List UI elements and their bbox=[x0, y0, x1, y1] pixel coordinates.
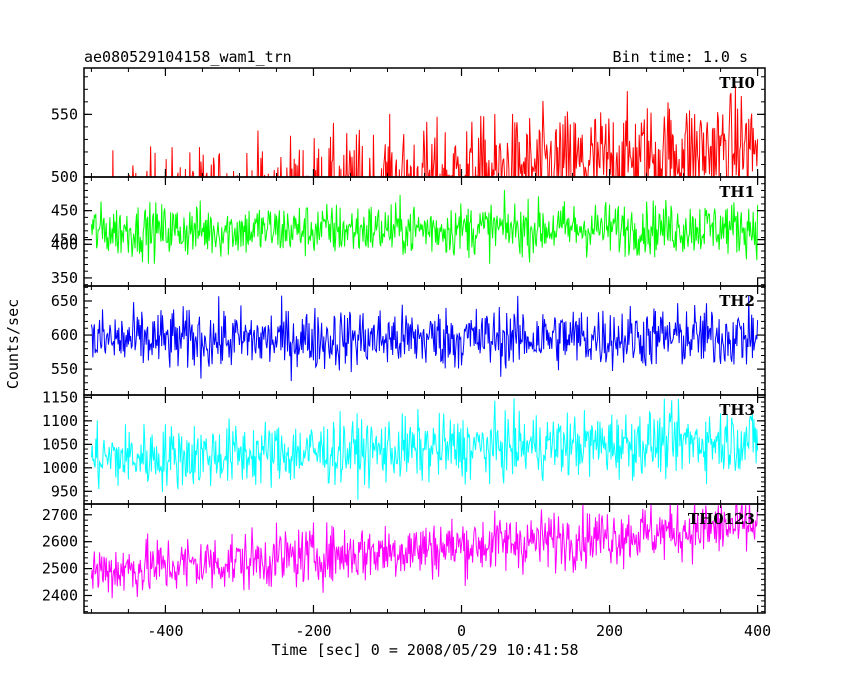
panel-label-th2: TH2 bbox=[719, 292, 755, 310]
y-tick-label: 950 bbox=[51, 482, 78, 500]
y-tick-label: 2600 bbox=[42, 533, 78, 551]
panel-label-th0123: TH0123 bbox=[688, 510, 755, 528]
panel-th0123: 2400 2500 2600 2700 TH0123 bbox=[42, 503, 766, 614]
y-tick-label: 1150 bbox=[42, 388, 78, 406]
panel-label-th3: TH3 bbox=[719, 401, 755, 419]
x-axis-ticks: -400 -200 0 200 400 bbox=[147, 622, 771, 640]
y-tick-label: 550 bbox=[51, 105, 78, 123]
series-line-th1 bbox=[90, 189, 759, 264]
y-tick-label: 2500 bbox=[42, 560, 78, 578]
x-tick-label: 400 bbox=[744, 622, 771, 640]
panel-label-th1: TH1 bbox=[719, 183, 755, 201]
x-tick-label: 0 bbox=[457, 622, 466, 640]
y-tick-label: 450 bbox=[51, 202, 78, 220]
panel-label-th0: TH0 bbox=[719, 74, 755, 92]
y-axis-label: Counts/sec bbox=[4, 299, 22, 389]
y-tick-label: 1000 bbox=[42, 459, 78, 477]
y-tick-label: 1100 bbox=[42, 412, 78, 430]
y-tick-label: 550 bbox=[51, 360, 78, 378]
x-axis-label: Time [sec] 0 = 2008/05/29 10:41:58 bbox=[271, 641, 578, 659]
series-line-th0 bbox=[112, 85, 759, 177]
y-tick-label: 650 bbox=[51, 292, 78, 310]
y-tick-label: 2700 bbox=[42, 506, 78, 524]
chart-title-right: Bin time: 1.0 s bbox=[613, 48, 748, 66]
x-tick-label: 200 bbox=[596, 622, 623, 640]
y-tick-label: 400 bbox=[51, 235, 78, 253]
panel-th2: 550 600 650 TH2 bbox=[51, 285, 766, 396]
x-tick-label: -200 bbox=[295, 622, 331, 640]
y-tick-label: 2400 bbox=[42, 587, 78, 605]
series-line-th2 bbox=[90, 295, 759, 382]
y-tick-label: 450 bbox=[51, 231, 78, 249]
y-tick-label: 600 bbox=[51, 326, 78, 344]
panel-th0: 450 500 550 TH0 bbox=[51, 67, 766, 249]
chart-title-left: ae080529104158_wam1_trn bbox=[84, 48, 292, 66]
y-tick-label: 500 bbox=[51, 168, 78, 186]
series-line-th3 bbox=[90, 398, 759, 500]
panel-th3: 950 1000 1050 1100 1150 TH3 bbox=[42, 388, 766, 505]
y-tick-label: 1050 bbox=[42, 435, 78, 453]
y-tick-label: 350 bbox=[51, 269, 78, 287]
series-line-th0123 bbox=[90, 504, 759, 599]
x-tick-label: -400 bbox=[147, 622, 183, 640]
